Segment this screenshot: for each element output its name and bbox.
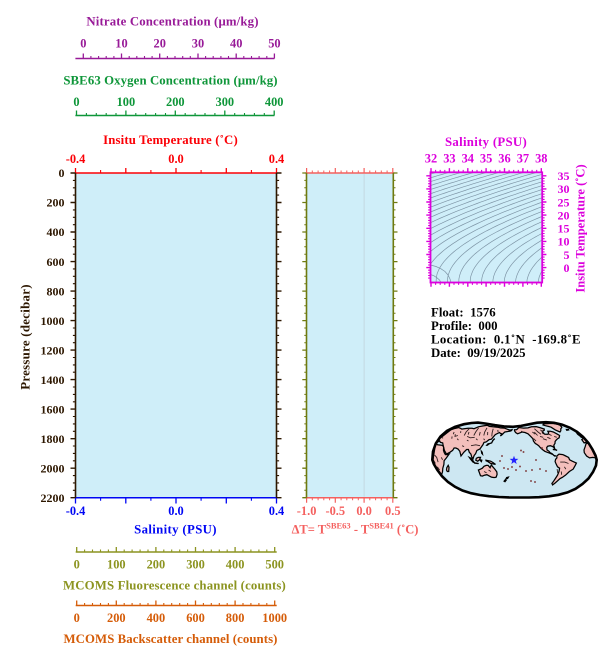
svg-text:MCOMS Fluorescence channel (co: MCOMS Fluorescence channel (counts): [63, 578, 286, 592]
svg-text:Insitu Temperature (˚C): Insitu Temperature (˚C): [573, 164, 587, 292]
svg-text:10: 10: [115, 36, 127, 50]
svg-text:35: 35: [480, 152, 492, 166]
svg-text:33: 33: [443, 152, 455, 166]
svg-text:0: 0: [73, 95, 79, 109]
svg-text:1400: 1400: [41, 373, 65, 387]
svg-text:37: 37: [517, 152, 529, 166]
svg-text:30: 30: [558, 182, 570, 196]
svg-text:-0.4: -0.4: [66, 504, 86, 518]
svg-text:10: 10: [558, 235, 570, 249]
svg-text:-0.4: -0.4: [66, 152, 86, 166]
svg-text:800: 800: [47, 284, 65, 298]
svg-text:Insitu Temperature (˚C): Insitu Temperature (˚C): [103, 133, 238, 147]
svg-text:0.0: 0.0: [356, 504, 372, 518]
svg-text:400: 400: [147, 611, 166, 625]
svg-text:1600: 1600: [41, 402, 65, 416]
svg-text:Location: 0.1˚N -169.8˚E: Location: 0.1˚N -169.8˚E: [431, 333, 581, 347]
svg-text:100: 100: [117, 95, 136, 109]
svg-text:Profile: 000: Profile: 000: [431, 319, 498, 333]
svg-text:0: 0: [74, 557, 80, 571]
svg-text:0.4: 0.4: [269, 152, 285, 166]
svg-text:0: 0: [59, 166, 65, 180]
svg-text:30: 30: [192, 36, 204, 50]
svg-text:400: 400: [47, 225, 65, 239]
svg-text:2200: 2200: [41, 491, 65, 505]
svg-text:800: 800: [226, 611, 245, 625]
svg-text:300: 300: [186, 557, 205, 571]
svg-text:0: 0: [564, 261, 570, 275]
svg-text:400: 400: [265, 95, 284, 109]
svg-text:Date: 09/19/2025: Date: 09/19/2025: [431, 346, 526, 360]
svg-text:Pressure (decibar): Pressure (decibar): [19, 284, 33, 390]
svg-text:25: 25: [558, 195, 570, 209]
svg-text:1000: 1000: [41, 314, 65, 328]
svg-text:600: 600: [47, 255, 65, 269]
svg-text:SBE63 Oxygen Concentration (μm: SBE63 Oxygen Concentration (μm/kg): [63, 74, 277, 88]
svg-text:32: 32: [425, 152, 437, 166]
svg-text:ΔT= TSBE63 - TSBE41 (˚C): ΔT= TSBE63 - TSBE41 (˚C): [292, 520, 419, 536]
svg-text:200: 200: [47, 196, 65, 210]
svg-text:-0.5: -0.5: [325, 504, 345, 518]
svg-text:200: 200: [166, 95, 185, 109]
svg-text:0.0: 0.0: [168, 504, 184, 518]
svg-text:200: 200: [107, 611, 126, 625]
svg-text:0.0: 0.0: [168, 152, 184, 166]
svg-text:200: 200: [147, 557, 166, 571]
svg-text:20: 20: [154, 36, 166, 50]
svg-text:20: 20: [558, 208, 570, 222]
svg-text:300: 300: [216, 95, 235, 109]
svg-text:Salinity (PSU): Salinity (PSU): [445, 135, 527, 149]
svg-text:1200: 1200: [41, 343, 65, 357]
svg-text:0.4: 0.4: [269, 504, 285, 518]
svg-text:0: 0: [80, 36, 86, 50]
svg-text:Nitrate Concentration (μm/kg): Nitrate Concentration (μm/kg): [86, 14, 258, 28]
svg-text:40: 40: [230, 36, 242, 50]
svg-text:0: 0: [74, 611, 80, 625]
svg-text:35: 35: [558, 169, 570, 183]
svg-text:600: 600: [186, 611, 205, 625]
svg-text:38: 38: [535, 152, 547, 166]
svg-text:Float: 1576: Float: 1576: [431, 306, 496, 320]
svg-text:Salinity (PSU): Salinity (PSU): [134, 522, 217, 536]
svg-text:-1.0: -1.0: [297, 504, 317, 518]
svg-text:34: 34: [462, 152, 474, 166]
svg-text:0.5: 0.5: [385, 504, 401, 518]
svg-text:100: 100: [107, 557, 126, 571]
svg-text:1000: 1000: [262, 611, 287, 625]
svg-text:1800: 1800: [41, 432, 65, 446]
svg-text:15: 15: [558, 222, 570, 236]
svg-text:50: 50: [268, 36, 280, 50]
svg-text:500: 500: [265, 557, 284, 571]
svg-text:400: 400: [226, 557, 245, 571]
svg-text:5: 5: [564, 248, 570, 262]
svg-text:36: 36: [498, 152, 510, 166]
svg-text:2000: 2000: [41, 461, 65, 475]
svg-text:MCOMS Backscatter channel (cou: MCOMS Backscatter channel (counts): [64, 632, 278, 646]
